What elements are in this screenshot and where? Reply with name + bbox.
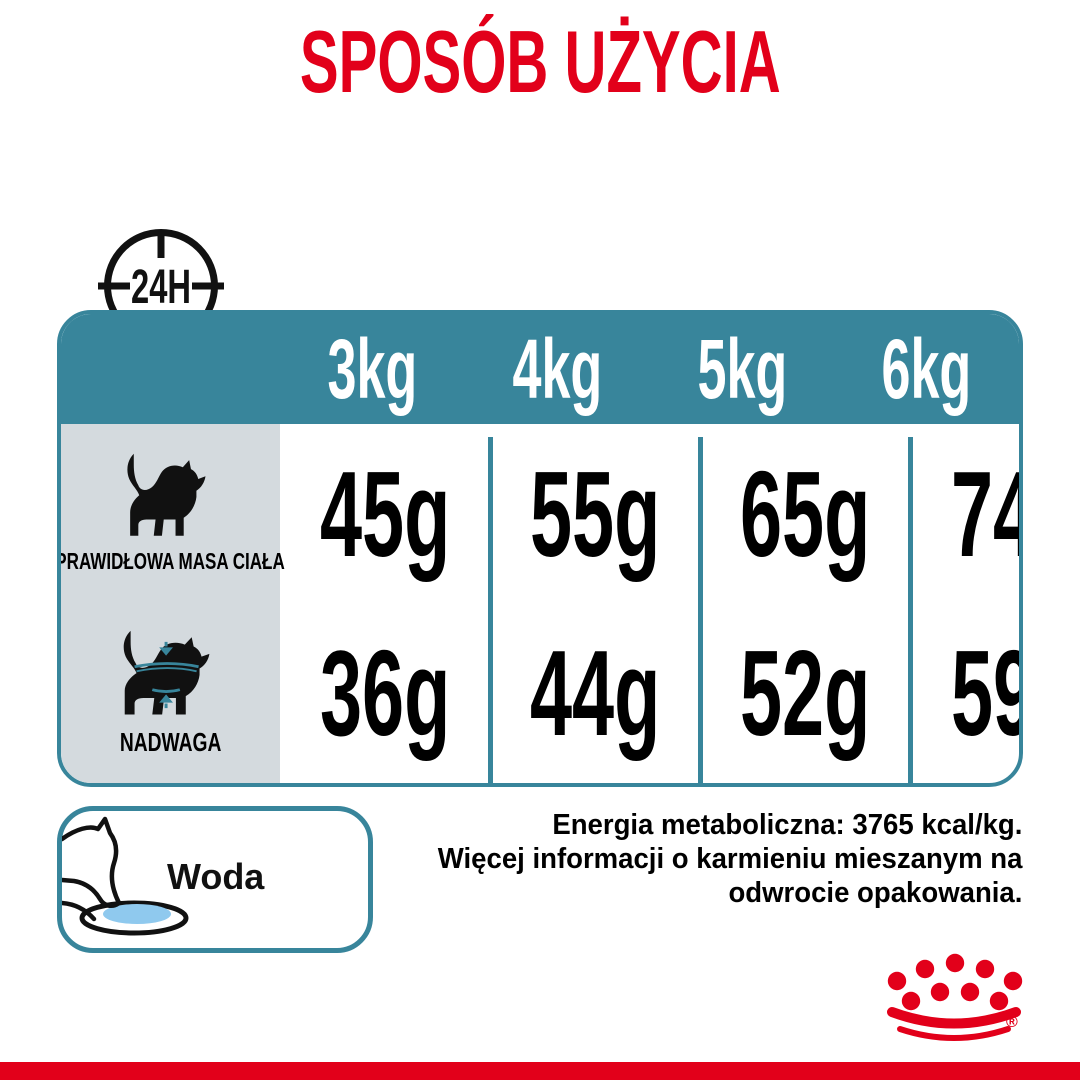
value-overweight-3kg: 36g: [319, 625, 451, 762]
cat-overweight-icon: [123, 630, 209, 715]
info-text: Energia metaboliczna: 3765 kcal/kg. Więc…: [407, 808, 1022, 910]
row-label-normal-weight: PRAWIDŁOWA MASA CIAŁA: [57, 548, 286, 575]
row-overweight: NADWAGA: [61, 604, 280, 784]
water-label: Woda: [167, 856, 265, 897]
column-4kg: 55g 44g: [487, 424, 700, 783]
value-normal-5kg: 65g: [740, 445, 871, 582]
value-normal-6kg: 74g: [950, 445, 1019, 582]
info-line-1: Energia metaboliczna: 3765 kcal/kg.: [551, 809, 1022, 841]
water-box: Woda: [57, 806, 373, 953]
bottom-red-stripe: [0, 1062, 1080, 1080]
clock-24h-label: 24H: [131, 261, 191, 314]
row-label-overweight: NADWAGA: [119, 726, 222, 757]
value-overweight-5kg: 52g: [740, 625, 871, 762]
value-overweight-4kg: 44g: [530, 625, 661, 762]
header-weight-3kg: 3kg: [327, 321, 418, 416]
row-label-column: PRAWIDŁOWA MASA CIAŁA: [61, 424, 285, 784]
value-overweight-6kg: 59g: [950, 625, 1019, 762]
column-3kg: 45g 36g: [280, 424, 490, 783]
header-spacer: [61, 314, 280, 424]
column-6kg: 74g 59g: [908, 424, 1019, 783]
registered-trademark-mark: ®: [1006, 1014, 1018, 1031]
info-line-3: odwrocie opakowania.: [728, 877, 1022, 909]
value-normal-3kg: 45g: [319, 445, 451, 582]
column-5kg: 65g 52g: [697, 424, 910, 783]
page-title: SPOSÓB UŻYCIA: [299, 12, 781, 111]
column-divider: [487, 437, 493, 783]
cat-drinking-water-icon: [62, 816, 189, 936]
header-weight-5kg: 5kg: [697, 321, 787, 416]
feeding-table: 3kg 4kg 5kg 6kg PRAWIDŁOWA MASA CIAŁA: [57, 310, 1023, 787]
cat-normal-weight-icon: [126, 454, 205, 536]
feeding-table-body: PRAWIDŁOWA MASA CIAŁA: [61, 424, 1019, 783]
info-line-2: Więcej informacji o karmieniu mieszanym …: [437, 843, 1022, 875]
royal-canin-crown-icon: [887, 953, 1023, 1041]
row-normal-weight: PRAWIDŁOWA MASA CIAŁA: [61, 424, 285, 604]
header-weight-4kg: 4kg: [512, 321, 602, 416]
value-normal-4kg: 55g: [530, 445, 661, 582]
column-divider: [908, 437, 914, 783]
header-weight-6kg: 6kg: [881, 321, 972, 416]
feeding-table-header: 3kg 4kg 5kg 6kg: [61, 314, 1019, 424]
column-divider: [697, 437, 703, 783]
